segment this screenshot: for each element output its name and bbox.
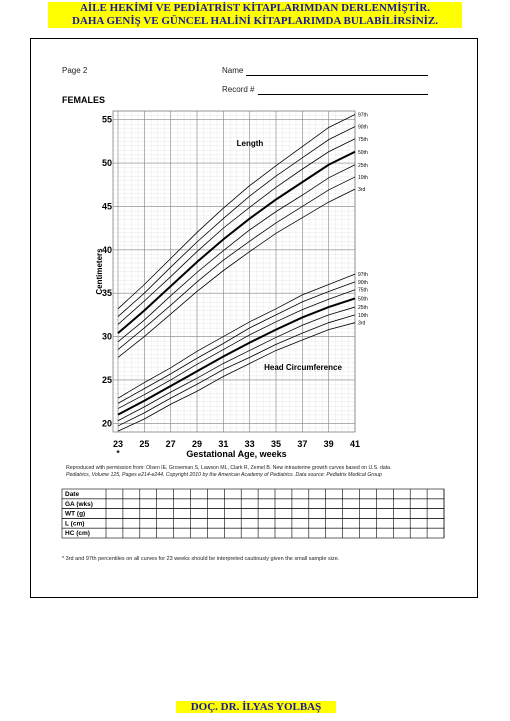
x-tick-label: 27 [166, 439, 176, 449]
name-label: Name [222, 66, 244, 75]
page-number: Page 2 [62, 66, 88, 75]
percentile-line [117, 306, 356, 422]
series-label: 75th [358, 137, 368, 143]
banner-line: DAHA GENİŞ VE GÜNCEL HALİNİ KİTAPLARIMDA… [71, 15, 439, 27]
row-label: HC (cm) [65, 530, 90, 537]
row-label: GA (wks) [65, 501, 93, 508]
percentile-line [117, 138, 356, 325]
series-label: 75th [358, 288, 368, 294]
percentile-line [117, 281, 356, 404]
table-row [61, 518, 445, 529]
x-tick-label: 29 [192, 439, 202, 449]
x-axis-title: Gestational Age, weeks [186, 449, 286, 459]
percentile-line [117, 273, 356, 399]
series-label: 25th [358, 305, 368, 311]
series-label: 25th [358, 163, 368, 169]
source-text: Pediatrics, Volume 125, Pages e214-e244.… [66, 472, 382, 478]
table-row [61, 488, 445, 500]
row-label: WT (g) [65, 511, 85, 518]
percentile-line [117, 126, 356, 317]
series-label: 10th [358, 175, 368, 181]
series-label: 97th [358, 272, 368, 278]
percentile-line [117, 188, 356, 358]
section-title: FEMALES [62, 95, 106, 105]
footnote: * 3rd and 97th percentiles on all curves… [62, 556, 340, 562]
record-line [258, 94, 428, 95]
series-label: 50th [358, 150, 368, 156]
annotation: Length [237, 139, 264, 148]
y-tick-label: 45 [102, 201, 112, 211]
y-tick-label: 30 [102, 332, 112, 342]
series-label: 97th [358, 112, 368, 118]
table-row [61, 508, 445, 519]
y-tick-label: 55 [102, 115, 112, 125]
y-tick-label: 35 [102, 288, 112, 298]
percentile-line [117, 289, 356, 409]
percentile-line [117, 114, 356, 310]
series-label: 3rd [358, 321, 365, 327]
table-row [61, 498, 445, 509]
row-label: L (cm) [65, 520, 84, 527]
source-text: Reproduced with permission from: Olsen I… [66, 465, 392, 471]
x-tick-label: 25 [139, 439, 149, 449]
footer: DOÇ. DR. İLYAS YOLBAŞ [176, 701, 336, 713]
percentile-line [117, 176, 356, 350]
y-tick-label: 20 [102, 418, 112, 428]
y-tick-label: 50 [102, 158, 112, 168]
series-label: 90th [358, 280, 368, 286]
percentile-line [117, 164, 356, 343]
percentile-line [117, 314, 356, 427]
y-axis-title: Centimeters [95, 248, 104, 295]
x-tick-label: 41 [350, 439, 360, 449]
y-tick-label: 40 [102, 245, 112, 255]
x-note: * [116, 449, 120, 458]
row-label: Date [65, 491, 79, 498]
percentile-line [117, 150, 356, 334]
series-label: 3rd [358, 187, 365, 193]
annotation: Head Circumference [264, 363, 342, 372]
x-tick-label: 39 [324, 439, 334, 449]
plot-area [112, 110, 356, 433]
x-tick-label: 33 [245, 439, 255, 449]
page-frame [30, 38, 478, 598]
banner-line: AİLE HEKİMİ VE PEDİATRİST KİTAPLARIMDAN … [79, 2, 431, 14]
x-tick-label: 37 [297, 439, 307, 449]
series-label: 90th [358, 125, 368, 131]
banner: AİLE HEKİMİ VE PEDİATRİST KİTAPLARIMDAN … [48, 2, 462, 28]
name-line [246, 75, 428, 76]
percentile-line [117, 322, 356, 432]
series-label: 50th [358, 296, 368, 302]
x-tick-label: 35 [271, 439, 281, 449]
table-row [61, 527, 445, 539]
y-tick-label: 25 [102, 375, 112, 385]
series-label: 10th [358, 313, 368, 319]
x-tick-label: 23 [113, 439, 123, 449]
record-label: Record # [222, 85, 255, 94]
x-tick-label: 31 [218, 439, 228, 449]
percentile-line [117, 297, 356, 416]
